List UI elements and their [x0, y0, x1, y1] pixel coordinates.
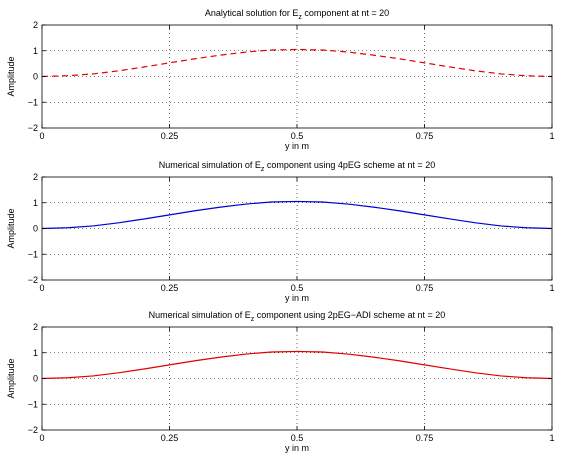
y-tick-label: −1 — [28, 97, 38, 107]
chart-panel-2: 0 0.25 0.5 0.75 1 −2 −1 0 1 2 Numerical simulation… — [6, 160, 555, 303]
x-tick-label: 0.75 — [416, 131, 434, 141]
y-tick-label: 2 — [33, 322, 38, 332]
chart-title-subscript: z — [298, 14, 302, 21]
x-tick-label: 0 — [39, 283, 44, 293]
y-tick-label: 1 — [33, 198, 38, 208]
x-tick-label: 1 — [549, 433, 554, 443]
x-tick-label: 0 — [39, 131, 44, 141]
chart-title-subscript: z — [251, 316, 255, 323]
y-tick-label: −1 — [28, 249, 38, 259]
x-tick-label: 1 — [549, 131, 554, 141]
chart-title: Analytical solution for Ez component at … — [205, 8, 389, 21]
chart-title-main: Numerical simulation of E — [159, 160, 261, 170]
x-tick-label: 0.75 — [416, 433, 434, 443]
y-tick-label: 1 — [33, 46, 38, 56]
y-axis-label: Amplitude — [6, 208, 16, 248]
x-tick-label: 0.25 — [161, 131, 179, 141]
x-axis-label: y in m — [285, 141, 309, 151]
y-tick-label: 1 — [33, 348, 38, 358]
x-tick-label: 0.25 — [161, 283, 179, 293]
y-tick-label: 2 — [33, 20, 38, 30]
chart-title-main: Numerical simulation of E — [149, 310, 251, 320]
x-tick-label: 0.5 — [291, 433, 304, 443]
y-axis-label: Amplitude — [6, 358, 16, 398]
x-tick-label: 1 — [549, 283, 554, 293]
chart-panel-3: 0 0.25 0.5 0.75 1 −2 −1 0 1 2 Numerical simulation… — [6, 310, 555, 453]
x-tick-label: 0.25 — [161, 433, 179, 443]
series-line-1 — [41, 48, 553, 78]
chart-title-suffix: component at nt = 20 — [302, 8, 389, 18]
series-line-1 — [41, 200, 553, 230]
x-tick-label: 0.75 — [416, 283, 434, 293]
chart-title-main: Analytical solution for E — [205, 8, 299, 18]
chart-title-suffix: component using 2pEG−ADI scheme at nt = … — [254, 310, 445, 320]
chart-title-suffix: component using 4pEG scheme at nt = 20 — [264, 160, 435, 170]
chart-title: Numerical simulation of Ez component usi… — [159, 160, 435, 173]
chart-title: Numerical simulation of Ez component usi… — [149, 310, 446, 323]
y-axis-label: Amplitude — [6, 56, 16, 96]
y-tick-label: 0 — [33, 374, 38, 384]
y-tick-label: −2 — [28, 425, 38, 435]
y-tick-label: −2 — [28, 275, 38, 285]
series-line-1 — [41, 350, 553, 380]
y-tick-label: −1 — [28, 399, 38, 409]
y-tick-label: −2 — [28, 123, 38, 133]
x-tick-label: 0 — [39, 433, 44, 443]
y-tick-label: 0 — [33, 72, 38, 82]
x-tick-label: 0.5 — [291, 283, 304, 293]
chart-title-subscript: z — [261, 166, 265, 173]
y-tick-label: 0 — [33, 224, 38, 234]
x-tick-label: 0.5 — [291, 131, 304, 141]
x-axis-label: y in m — [285, 293, 309, 303]
chart-panel-1: 0 0.25 0.5 0.75 1 −2 −1 0 1 2 Analytical solution … — [6, 8, 555, 151]
y-tick-label: 2 — [33, 172, 38, 182]
x-axis-label: y in m — [285, 443, 309, 453]
